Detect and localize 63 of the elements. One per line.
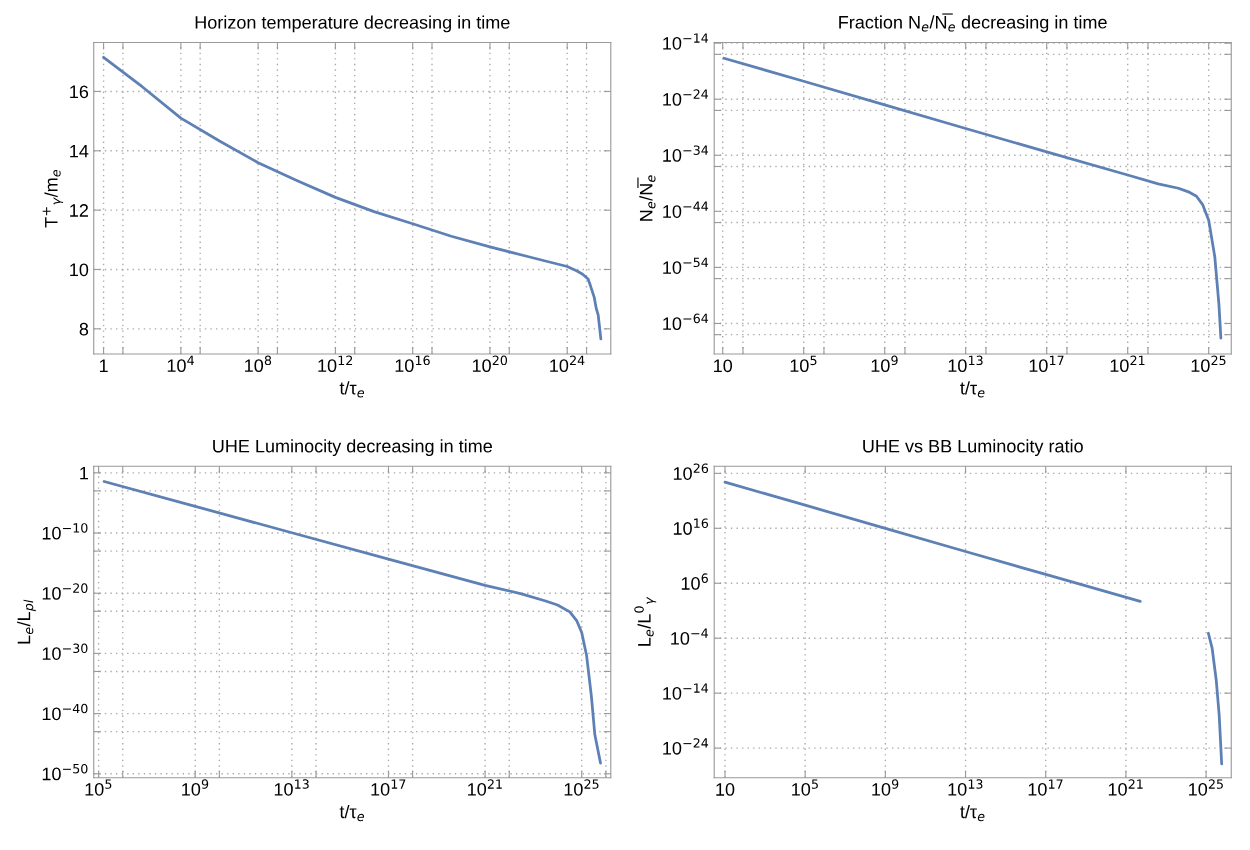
x-tick-label: 10$^{16}$ (395, 355, 430, 373)
x-tick-label: 10$^{5}$ (790, 355, 817, 373)
x-tick-label: 10$^{13}$ (274, 779, 309, 796)
x-tick-label: 10$^{17}$ (1029, 355, 1064, 373)
x-tick-label: 10$^{24}$ (550, 355, 585, 373)
y-tick-label: 10$^{−30}$ (42, 643, 88, 660)
y-tick-label: 10$^{6}$ (681, 573, 708, 590)
chart-title: UHE vs BB Luminocity ratio (863, 439, 1083, 457)
y-tick-label: 10$^{−20}$ (42, 583, 88, 600)
chart-title: Fraction N$_{e}$/N̅$_{e}$ decreasing in time (839, 13, 1107, 33)
y-axis-title: T$^{+}$$_{γ}$/m$_{e}$ (42, 169, 64, 228)
y-tick-label: 10 (70, 263, 89, 277)
x-tick-label: 10$^{25}$ (1189, 779, 1223, 796)
y-tick-label: 10$^{16}$ (673, 518, 709, 535)
x-tick-label: 10$^{17}$ (1028, 779, 1063, 796)
y-tick-label: 10$^{−4}$ (671, 628, 708, 645)
y-tick-label: 1 (80, 466, 89, 480)
x-tick-label: 10$^{21}$ (468, 779, 502, 796)
y-tick-label: 10$^{−50}$ (42, 763, 88, 781)
y-tick-label: 10$^{−14}$ (663, 33, 709, 50)
chart-title: UHE Luminocity decreasing in time (213, 439, 492, 457)
y-tick-label: 12 (70, 204, 88, 217)
y-tick-label: 10$^{−24}$ (663, 738, 709, 755)
y-tick-label: 16 (70, 85, 89, 99)
y-tick-label: 8 (79, 322, 89, 336)
x-axis-title: t/τ$_{e}$ (339, 804, 365, 822)
x-tick-label: 10 (714, 359, 733, 373)
y-tick-label: 10$^{−40}$ (42, 703, 88, 721)
x-tick-label: 10$^{4}$ (167, 355, 194, 373)
x-tick-label: 10$^{13}$ (948, 779, 983, 796)
y-tick-label: 10$^{−44}$ (663, 201, 709, 218)
y-tick-label: 10$^{−54}$ (663, 257, 709, 274)
y-tick-label: 10$^{−14}$ (663, 683, 709, 700)
x-tick-label: 10$^{17}$ (371, 779, 406, 796)
x-tick-label: 1 (99, 359, 108, 372)
x-tick-label: 10$^{12}$ (318, 355, 353, 373)
x-tick-label: 10$^{9}$ (872, 779, 899, 796)
x-tick-label: 10$^{13}$ (948, 355, 983, 373)
y-axis-title: L$_{e}$/L$_{pl}$ (17, 599, 36, 644)
y-axis-title: N$_{e}$/N̅$_{e}$ (637, 175, 656, 221)
x-axis-title: t/τ$_{e}$ (339, 381, 365, 398)
x-tick-label: 10$^{9}$ (182, 779, 209, 796)
x-tick-label: 10 (716, 783, 735, 796)
x-tick-label: 10$^{25}$ (564, 779, 599, 796)
y-tick-label: 10$^{−10}$ (42, 523, 88, 540)
chart-title: Horizon temperature decreasing in time (195, 15, 510, 33)
x-tick-label: 10$^{5}$ (792, 779, 818, 796)
y-tick-label: 10$^{−34}$ (663, 145, 709, 162)
y-tick-label: 10$^{26}$ (673, 463, 709, 480)
y-tick-label: 10$^{−64}$ (663, 313, 709, 331)
y-axis-title: L$_{e}$/L$^{0}$$_{γ}$ (634, 596, 657, 646)
y-tick-label: 10$^{−24}$ (663, 89, 709, 106)
line-series (1206, 631, 1224, 766)
x-tick-label: 10$^{20}$ (472, 355, 508, 373)
x-tick-label: 10$^{8}$ (245, 355, 272, 373)
y-tick-label: 14 (70, 144, 89, 158)
x-axis-title: t/τ$_{e}$ (960, 381, 985, 398)
x-tick-label: 10$^{25}$ (1191, 355, 1226, 373)
x-tick-label: 10$^{5}$ (85, 779, 112, 796)
x-tick-label: 10$^{9}$ (871, 355, 898, 373)
x-axis-title: t/τ$_{e}$ (960, 804, 985, 822)
x-tick-label: 10$^{21}$ (1108, 779, 1143, 796)
x-tick-label: 10$^{21}$ (1110, 355, 1145, 373)
